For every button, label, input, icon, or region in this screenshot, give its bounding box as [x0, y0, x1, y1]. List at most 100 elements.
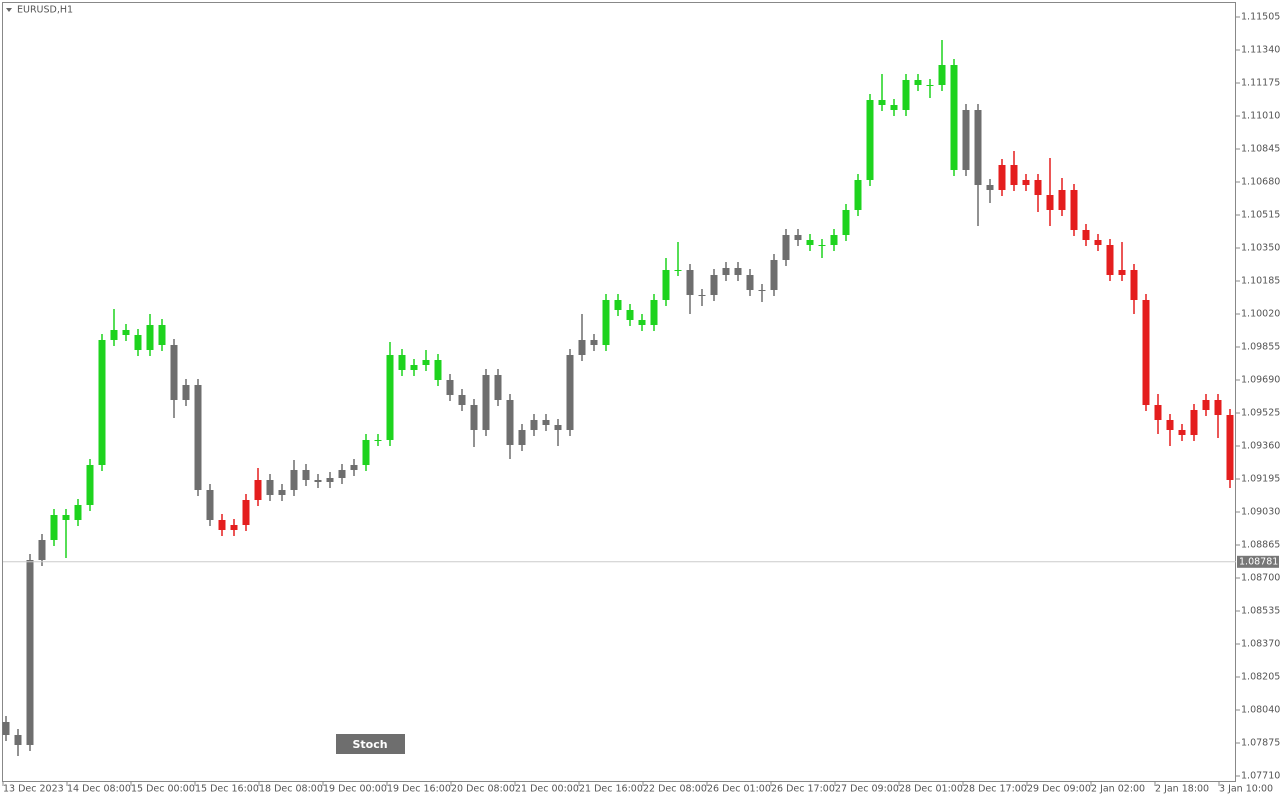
candle-body	[662, 270, 670, 300]
candle-body	[926, 85, 934, 86]
x-tick-label: 19 Dec 16:00	[387, 784, 451, 795]
candle-body	[350, 465, 358, 470]
candle-body	[1214, 400, 1222, 415]
candle-body	[866, 100, 874, 180]
candle-body	[326, 478, 334, 482]
candle-body	[782, 235, 790, 260]
candle-body	[86, 465, 94, 505]
plot-frame	[2, 2, 1236, 782]
y-tick-label: 1.08700	[1241, 573, 1280, 584]
candle-body	[1070, 190, 1078, 230]
stoch-button[interactable]: Stoch	[336, 734, 405, 754]
y-tick-label: 1.08865	[1241, 540, 1280, 551]
candle-body	[1118, 270, 1126, 275]
candle-body	[1202, 400, 1210, 410]
button-bg[interactable]	[336, 734, 405, 754]
candle-body	[266, 480, 274, 495]
y-tick-label: 1.10020	[1241, 309, 1280, 320]
candle-body	[218, 520, 226, 530]
candle-body	[746, 275, 754, 290]
candle-body	[554, 425, 562, 430]
candle-body	[458, 395, 466, 405]
candle-body	[1034, 180, 1042, 195]
candle-body	[446, 380, 454, 395]
x-tick-label: 28 Dec 01:00	[899, 784, 963, 795]
y-tick-label: 1.07875	[1241, 738, 1280, 749]
candle-body	[758, 290, 766, 291]
candle-body	[1166, 420, 1174, 430]
y-tick-label: 1.09690	[1241, 375, 1280, 386]
candle-body	[254, 480, 262, 500]
candle-body	[494, 375, 502, 400]
y-tick-label: 1.07710	[1241, 771, 1280, 782]
candle-body	[878, 100, 886, 105]
candle-body	[986, 185, 994, 190]
candle-body	[74, 505, 82, 520]
candle-body	[242, 500, 250, 525]
candle-body	[1058, 190, 1066, 210]
y-tick-label: 1.08370	[1241, 639, 1280, 650]
y-tick-label: 1.09360	[1241, 441, 1280, 452]
y-tick-label: 1.11175	[1241, 78, 1280, 89]
candle-body	[278, 490, 286, 495]
x-tick-label: 15 Dec 16:00	[195, 784, 259, 795]
candle-body	[998, 165, 1006, 190]
candle-body	[482, 375, 490, 430]
candle-body	[1046, 195, 1054, 210]
candle-body	[626, 310, 634, 320]
candle-body	[290, 470, 298, 490]
candle-body	[686, 270, 694, 295]
x-tick-label: 2 Jan 18:00	[1155, 784, 1209, 795]
candle-body	[230, 525, 238, 530]
x-tick-label: 2 Jan 02:00	[1091, 784, 1145, 795]
candle-body	[722, 268, 730, 275]
y-tick-label: 1.10680	[1241, 177, 1280, 188]
candle-body	[158, 325, 166, 345]
candle-body	[14, 735, 22, 745]
candles	[2, 40, 1234, 756]
symbol-title: EURUSD,H1	[17, 5, 73, 16]
candle-body	[566, 355, 574, 430]
y-tick-label: 1.10350	[1241, 243, 1280, 254]
candle-body	[602, 300, 610, 345]
candle-body	[146, 325, 154, 350]
candle-body	[62, 515, 70, 520]
candle-body	[434, 360, 442, 380]
candle-body	[734, 268, 742, 275]
candle-body	[2, 722, 10, 735]
candle-body	[1154, 405, 1162, 420]
candle-body	[98, 340, 106, 465]
y-tick-label: 1.10515	[1241, 210, 1280, 221]
candle-body	[182, 385, 190, 400]
x-tick-label: 22 Dec 08:00	[643, 784, 707, 795]
candle-body	[914, 80, 922, 85]
candle-body	[542, 420, 550, 425]
candle-body	[122, 330, 130, 335]
candle-body	[638, 320, 646, 325]
candle-body	[974, 110, 982, 185]
current-price-label: 1.08781	[1239, 556, 1278, 567]
candle-body	[650, 300, 658, 325]
candle-body	[302, 470, 310, 480]
y-tick-label: 1.08205	[1241, 672, 1280, 683]
x-tick-label: 15 Dec 00:00	[131, 784, 195, 795]
candle-body	[794, 235, 802, 240]
x-tick-label: 21 Dec 16:00	[579, 784, 643, 795]
current-price-box	[1237, 555, 1279, 568]
candle-body	[830, 235, 838, 245]
x-tick-label: 27 Dec 09:00	[835, 784, 899, 795]
candle-body	[26, 560, 34, 745]
candle-body	[950, 65, 958, 170]
menu-triangle[interactable]	[6, 8, 12, 12]
candle-body	[374, 440, 382, 441]
candle-body	[134, 335, 142, 350]
y-tick-label: 1.10845	[1241, 144, 1280, 155]
x-tick-label: 14 Dec 08:00	[67, 784, 131, 795]
candle-body	[1226, 415, 1234, 480]
x-tick-label: 18 Dec 08:00	[259, 784, 323, 795]
x-tick-label: 3 Jan 10:00	[1219, 784, 1273, 795]
button-label[interactable]: Stoch	[352, 738, 387, 751]
x-tick-label: 26 Dec 17:00	[771, 784, 835, 795]
candle-body	[1082, 230, 1090, 240]
